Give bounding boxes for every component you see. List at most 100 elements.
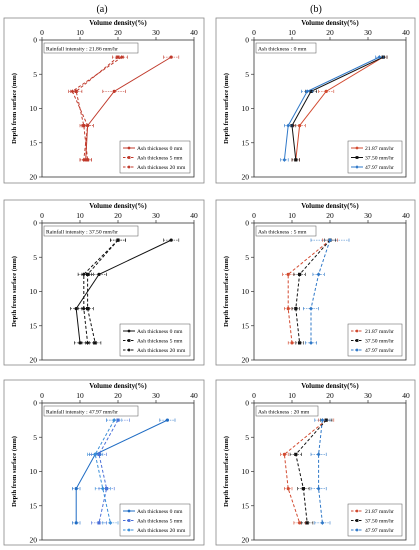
y-tick-label: 15 — [242, 138, 250, 147]
data-point — [86, 307, 90, 311]
data-point — [286, 272, 290, 276]
data-point — [81, 157, 86, 162]
y-tick-label: 5 — [33, 70, 37, 79]
y-tick-label: 10 — [242, 287, 250, 296]
series-line — [83, 239, 119, 343]
data-point — [324, 89, 328, 93]
column-label-a: (a) — [96, 4, 107, 15]
series-3 — [68, 55, 128, 162]
y-tick-label: 10 — [242, 467, 250, 476]
legend-marker — [127, 339, 131, 342]
x-axis-title: Volume density(%) — [301, 19, 359, 27]
chart-panel-4: Volume density(%) 0 10 20 30 40 0 5 10 15 20 Depth … — [215, 199, 416, 366]
legend-label: Ash thickness 5 mm — [137, 339, 183, 345]
y-tick-label: 20 — [30, 356, 38, 365]
legend-label: 47.97 mm/hr — [365, 165, 394, 171]
legend-label: Ash thickness 20 mm — [137, 348, 186, 354]
data-point — [286, 487, 290, 491]
y-tick-label: 10 — [30, 467, 38, 476]
x-tick-label: 0 — [40, 28, 44, 37]
x-tick-label: 10 — [288, 391, 296, 400]
series-line — [85, 56, 172, 160]
annotation-box — [43, 42, 139, 54]
data-point — [298, 521, 302, 525]
column-label-b: (b) — [310, 4, 322, 15]
legend-label: 47.97 mm/hr — [365, 528, 394, 534]
legend-marker — [355, 528, 359, 532]
chart-panel-6: Volume density(%) 0 10 20 30 40 0 5 10 15 20 Depth … — [215, 379, 416, 546]
series-line — [98, 419, 119, 523]
y-tick-label: 20 — [242, 173, 250, 182]
x-tick-label: 30 — [364, 211, 372, 220]
annotation-box — [255, 405, 319, 417]
data-point — [93, 452, 98, 457]
y-tick-label: 5 — [245, 253, 249, 262]
legend-marker — [127, 348, 131, 352]
data-point — [377, 55, 382, 60]
legend-label: Ash thickness 0 mm — [137, 329, 183, 335]
x-tick-label: 40 — [402, 28, 410, 37]
y-axis-title: Depth from surface (mm) — [223, 436, 230, 507]
x-tick-label: 40 — [190, 391, 198, 400]
y-tick-label: 15 — [30, 138, 38, 147]
y-tick-label: 15 — [242, 321, 250, 330]
x-tick-label: 20 — [326, 391, 334, 400]
annotation-text: Ash thickness : 0 mm — [258, 47, 307, 53]
legend-label: Ash thickness 5 mm — [137, 156, 183, 162]
legend-marker — [127, 329, 131, 333]
data-point — [169, 55, 173, 59]
legend-label: Ash thickness 20 mm — [137, 165, 186, 171]
x-tick-label: 0 — [252, 391, 256, 400]
y-axis-title: Depth from surface (mm) — [11, 436, 18, 507]
x-tick-label: 40 — [402, 391, 410, 400]
x-tick-label: 0 — [40, 391, 44, 400]
data-point — [78, 341, 82, 345]
series-3 — [303, 238, 350, 345]
y-tick-label: 15 — [30, 321, 38, 330]
legend-marker — [355, 509, 359, 513]
x-tick-label: 30 — [152, 28, 160, 37]
x-tick-label: 30 — [364, 391, 372, 400]
data-point — [70, 89, 75, 94]
data-point — [298, 124, 302, 128]
legend-label: 47.97 mm/hr — [365, 348, 394, 354]
data-point — [316, 272, 321, 277]
data-point — [282, 452, 286, 456]
legend-marker — [127, 509, 131, 513]
data-point — [305, 89, 310, 94]
y-tick-label: 10 — [30, 104, 38, 113]
data-point — [86, 272, 90, 276]
data-point — [119, 55, 124, 60]
y-tick-label: 20 — [30, 536, 38, 545]
series-line — [94, 419, 115, 523]
data-point — [81, 306, 86, 311]
x-tick-label: 10 — [76, 28, 84, 37]
data-point — [112, 89, 116, 93]
annotation-text: Rainfall intensity : 47.97 mm/hr — [46, 409, 118, 416]
chart-panel-3: Volume density(%) 0 10 20 30 40 0 5 10 15 20 Depth … — [3, 199, 205, 366]
legend-marker — [355, 519, 359, 522]
legend-label: Ash thickness 20 mm — [137, 528, 186, 534]
data-point — [294, 158, 298, 162]
data-point — [282, 157, 287, 162]
y-axis-title: Depth from surface (mm) — [223, 73, 230, 144]
data-point — [82, 124, 86, 128]
legend-marker — [355, 156, 359, 159]
y-tick-label: 5 — [33, 253, 37, 262]
data-point — [316, 452, 321, 457]
data-point — [294, 452, 298, 456]
x-tick-label: 10 — [76, 391, 84, 400]
legend-label: 37.50 mm/hr — [365, 339, 394, 345]
annotation-box — [255, 42, 317, 54]
annotation-box — [43, 405, 139, 417]
x-axis-title: Volume density(%) — [89, 382, 147, 390]
y-tick-label: 5 — [245, 70, 249, 79]
series-line — [295, 419, 327, 523]
legend-marker — [127, 156, 131, 159]
y-tick-label: 15 — [242, 501, 250, 510]
legend-label: 37.50 mm/hr — [365, 156, 394, 162]
data-point — [305, 521, 309, 525]
legend-marker — [127, 146, 131, 150]
data-point — [81, 272, 86, 277]
